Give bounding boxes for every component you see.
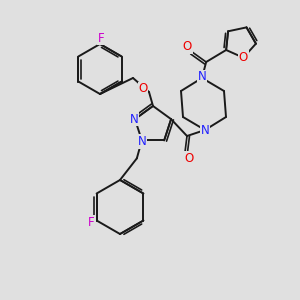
Text: N: N [198, 70, 206, 83]
Text: N: N [130, 112, 138, 126]
Text: O: O [239, 51, 248, 64]
Text: O: O [184, 152, 194, 164]
Text: N: N [137, 135, 146, 148]
Text: O: O [138, 82, 148, 95]
Text: F: F [98, 32, 104, 44]
Text: N: N [201, 124, 209, 137]
Text: O: O [182, 40, 192, 53]
Text: F: F [88, 216, 95, 229]
